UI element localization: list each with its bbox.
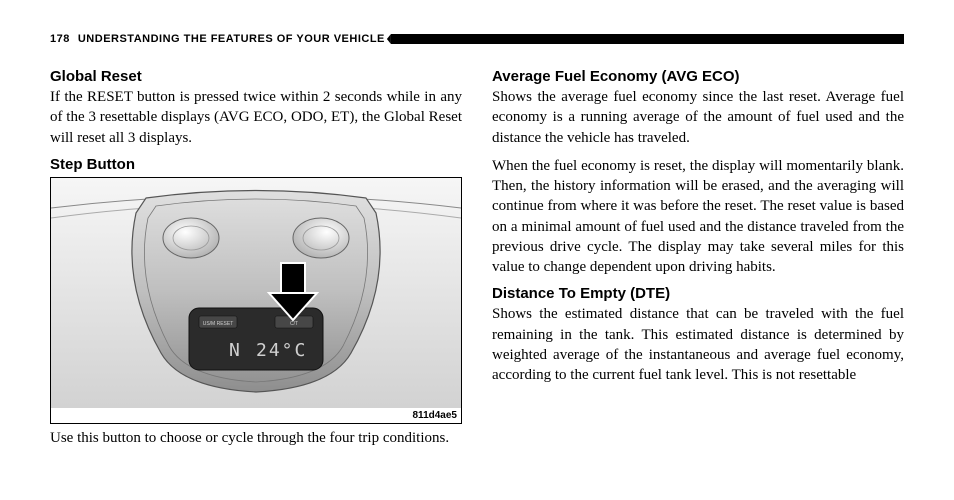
heading-step-button: Step Button bbox=[50, 156, 462, 173]
overhead-console-illustration: US/M RESET C/T N 24°C bbox=[51, 178, 461, 408]
figure-caption: 811d4ae5 bbox=[51, 408, 461, 423]
manual-page: 178 UNDERSTANDING THE FEATURES OF YOUR V… bbox=[0, 0, 954, 476]
text-avg-eco-2: When the fuel economy is reset, the disp… bbox=[492, 156, 904, 278]
display-temp: 24°C bbox=[256, 340, 307, 361]
right-column: Average Fuel Economy (AVG ECO) Shows the… bbox=[492, 60, 904, 456]
button-left-label: US/M RESET bbox=[203, 321, 234, 327]
content-columns: Global Reset If the RESET button is pres… bbox=[50, 60, 904, 456]
page-number: 178 bbox=[50, 33, 70, 45]
figure-step-button: US/M RESET C/T N 24°C 811d4ae5 bbox=[50, 177, 462, 424]
heading-global-reset: Global Reset bbox=[50, 68, 462, 85]
chapter-title: UNDERSTANDING THE FEATURES OF YOUR VEHIC… bbox=[78, 33, 385, 45]
text-avg-eco-1: Shows the average fuel economy since the… bbox=[492, 87, 904, 148]
display-compass: N bbox=[229, 340, 242, 361]
text-global-reset: If the RESET button is pressed twice wit… bbox=[50, 87, 462, 148]
heading-avg-eco: Average Fuel Economy (AVG ECO) bbox=[492, 68, 904, 85]
page-header: 178 UNDERSTANDING THE FEATURES OF YOUR V… bbox=[50, 32, 904, 46]
button-right-label: C/T bbox=[290, 321, 298, 327]
header-rule-bar bbox=[391, 34, 904, 44]
text-dte: Shows the estimated distance that can be… bbox=[492, 304, 904, 385]
text-step-button: Use this button to choose or cycle throu… bbox=[50, 428, 462, 448]
heading-dte: Distance To Empty (DTE) bbox=[492, 285, 904, 302]
left-column: Global Reset If the RESET button is pres… bbox=[50, 60, 462, 456]
